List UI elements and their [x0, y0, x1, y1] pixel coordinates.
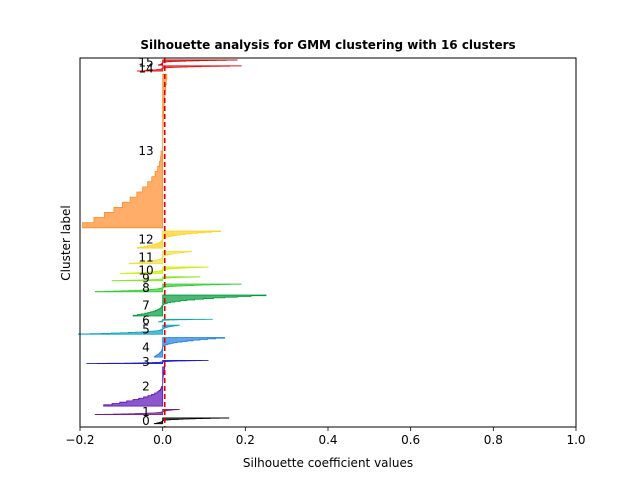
cluster-5-silhouette [77, 324, 180, 335]
cluster-14-silhouette [136, 65, 242, 72]
cluster-label-10: 10 [138, 263, 153, 277]
cluster-11-silhouette [128, 250, 192, 265]
x-tick-label: 0.6 [401, 433, 420, 447]
cluster-label-14: 14 [138, 61, 153, 75]
cluster-label-4: 4 [142, 340, 150, 354]
cluster-label-0: 0 [142, 414, 150, 428]
cluster-label-6: 6 [142, 314, 150, 328]
cluster-3-silhouette [86, 359, 209, 365]
cluster-label-1: 1 [142, 405, 150, 419]
cluster-0-silhouette [153, 417, 230, 425]
cluster-label-7: 7 [142, 299, 150, 313]
cluster-8-silhouette [94, 283, 242, 293]
plot-frame [79, 57, 577, 428]
cluster-4-silhouette [153, 337, 226, 358]
cluster-2-silhouette [103, 366, 166, 407]
cluster-label-11: 11 [138, 251, 153, 265]
cluster-7-silhouette [132, 294, 267, 317]
cluster-13-silhouette [82, 73, 168, 229]
cluster-9-silhouette [111, 276, 201, 282]
cluster-label-3: 3 [142, 355, 150, 369]
cluster-label-2: 2 [142, 380, 150, 394]
cluster-label-8: 8 [142, 281, 150, 295]
cluster-label-9: 9 [142, 272, 150, 286]
cluster-1-silhouette [94, 408, 180, 415]
cluster-15-silhouette [158, 59, 238, 66]
x-tick-label: 0.2 [236, 433, 255, 447]
x-tick-label: 0.0 [153, 433, 172, 447]
x-tick-label: 0.8 [484, 433, 503, 447]
cluster-12-silhouette [136, 230, 221, 249]
x-axis-ticks: −0.2 0.0 0.2 0.4 0.6 0.8 1.0 [65, 427, 586, 447]
x-tick-label: 1.0 [566, 433, 585, 447]
cluster-label-15: 15 [138, 56, 153, 70]
cluster-label-13: 13 [138, 144, 153, 158]
x-tick-label: 0.4 [318, 433, 337, 447]
cluster-label-5: 5 [142, 323, 150, 337]
cluster-silhouettes [77, 59, 267, 425]
x-tick-label: −0.2 [65, 433, 94, 447]
chart-title: Silhouette analysis for GMM clustering w… [140, 38, 515, 52]
cluster-label-12: 12 [138, 233, 153, 247]
cluster-6-silhouette [158, 318, 213, 323]
y-axis-label: Cluster label [59, 205, 73, 280]
x-axis-label: Silhouette coefficient values [243, 456, 413, 470]
